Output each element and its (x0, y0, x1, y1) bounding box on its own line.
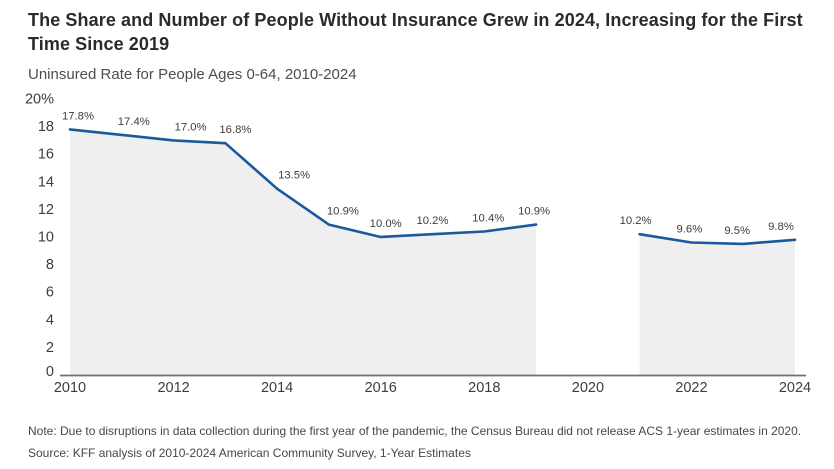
chart-title: The Share and Number of People Without I… (28, 10, 803, 54)
trend-line (638, 232, 797, 246)
trend-line (68, 128, 538, 239)
y-tick-label: 14 (38, 174, 54, 190)
y-tick-label: 16 (38, 147, 54, 163)
y-tick-label: 4 (46, 312, 54, 328)
x-tick-label: 2012 (157, 380, 189, 396)
x-tick-label: 2024 (779, 380, 811, 396)
data-label: 13.5% (278, 170, 310, 182)
data-label: 10.9% (327, 206, 359, 218)
y-tick-label: 6 (46, 285, 54, 301)
y-tick-label: 12 (38, 202, 54, 218)
data-label: 10.9% (518, 206, 550, 218)
y-tick-label: 10 (38, 230, 54, 246)
chart-subtitle: Uninsured Rate for People Ages 0-64, 201… (28, 66, 357, 83)
data-label: 9.8% (768, 221, 794, 233)
chart-note: Note: Due to disruptions in data collect… (28, 424, 802, 438)
uninsured-rate-area-chart: 17.8% 17.4% 17.0% 16.8% 13.5% 10.9% 10.0% 10.2%… (25, 92, 811, 397)
data-label: 10.2% (620, 215, 652, 227)
area-fill (70, 129, 537, 376)
x-tick-label: 2022 (675, 380, 707, 396)
chart-footer: Note: Due to disruptions in data collect… (28, 423, 806, 462)
data-label: 16.8% (219, 124, 251, 136)
data-label: 9.5% (724, 225, 750, 237)
y-tick-label: 8 (46, 257, 54, 273)
data-label: 10.0% (370, 218, 402, 230)
y-tick-label: 2 (46, 340, 54, 356)
x-tick-label: 2016 (365, 380, 397, 396)
y-tick-label: 0 (46, 364, 54, 380)
data-label: 17.8% (62, 110, 94, 122)
data-label: 10.4% (472, 213, 504, 225)
x-tick-label: 2010 (54, 380, 86, 396)
area-fill (639, 234, 795, 376)
x-tick-label: 2020 (572, 380, 604, 396)
data-label: 17.4% (118, 116, 150, 128)
y-tick-label: 18 (38, 119, 54, 135)
data-label: 9.6% (677, 224, 703, 236)
y-tick-label: 20% (25, 92, 54, 108)
chart-source: Source: KFF analysis of 2010-2024 Americ… (28, 446, 471, 460)
data-label: 10.2% (416, 215, 448, 227)
x-tick-label: 2018 (468, 380, 500, 396)
data-label: 17.0% (175, 121, 207, 133)
x-tick-label: 2014 (261, 380, 293, 396)
